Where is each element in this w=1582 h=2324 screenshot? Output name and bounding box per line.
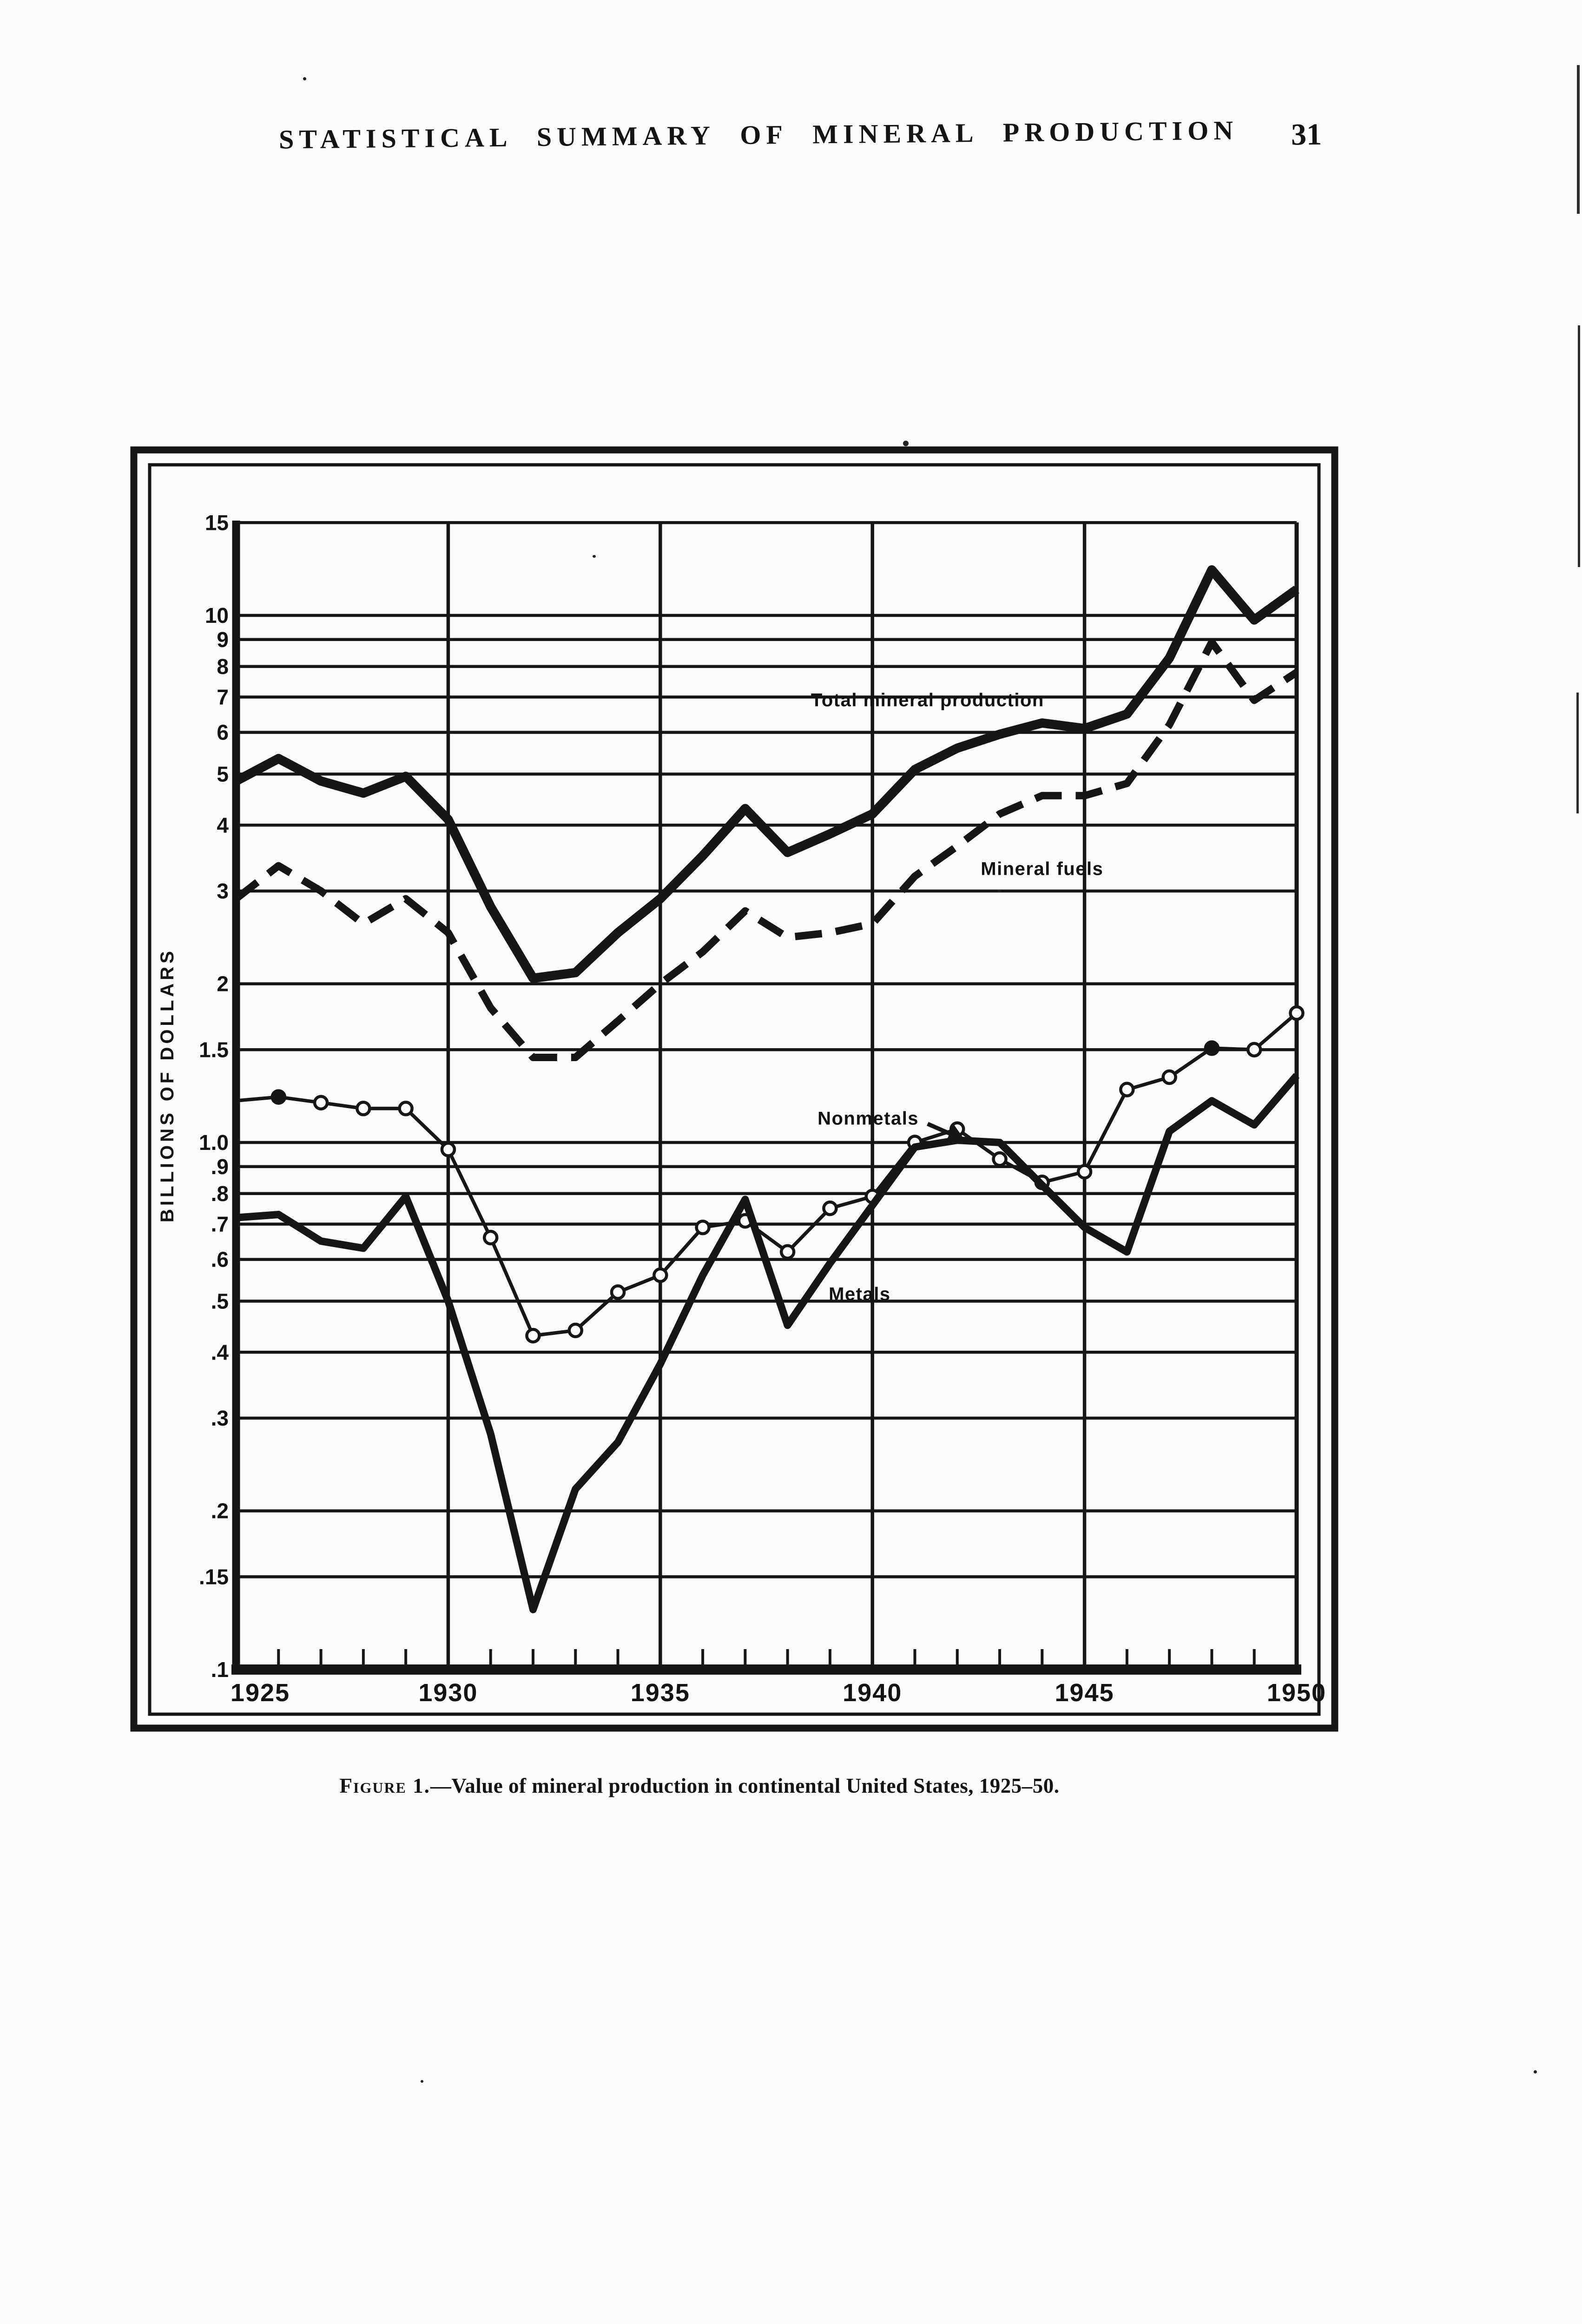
- year-tick-1942: [956, 1649, 959, 1668]
- year-tick-1941: [913, 1649, 916, 1668]
- scan-speck: [997, 890, 1001, 892]
- marker-nonmetals-1927: [313, 1095, 329, 1111]
- figure-caption-number: Figure 1.: [339, 1774, 430, 1797]
- y-tick-label: 7: [217, 685, 229, 709]
- year-tick-1926: [277, 1649, 280, 1668]
- x-tick-label: 1945: [1055, 1679, 1114, 1707]
- scan-edge-artifact: [1576, 693, 1579, 813]
- label-total-mineral-production: Total mineral production: [811, 690, 1044, 711]
- y-tick-label: 2: [217, 972, 229, 996]
- scan-speck: [1534, 2070, 1537, 2073]
- figure-caption: Figure 1.—Value of mineral production in…: [186, 1774, 1213, 1798]
- marker-nonmetals-1934: [610, 1284, 626, 1300]
- year-tick-1933: [574, 1649, 577, 1668]
- marker-nonmetals-1948: [1204, 1040, 1220, 1056]
- scan-speck: [303, 77, 306, 80]
- label-metals: Metals: [829, 1284, 891, 1305]
- marker-nonmetals-1933: [567, 1322, 583, 1339]
- series-line-nonmetals: [236, 1011, 1298, 1338]
- y-tick-label: .3: [211, 1406, 229, 1430]
- y-tick-label: 1.5: [199, 1037, 229, 1062]
- series-line-total-mineral-production: [234, 565, 1299, 983]
- marker-nonmetals-1939: [822, 1200, 838, 1216]
- year-tick-1948: [1210, 1649, 1213, 1668]
- year-tick-1932: [531, 1649, 534, 1668]
- figure-caption-text: —Value of mineral production in continen…: [430, 1774, 1060, 1797]
- nonmetals-arrow-shaft: [927, 1122, 953, 1137]
- y-tick-label: 4: [217, 813, 229, 837]
- y-tick-label: 15: [205, 510, 229, 535]
- scan-speck: [421, 2080, 423, 2083]
- y-tick-label: .6: [211, 1248, 229, 1272]
- year-tick-1927: [319, 1649, 323, 1668]
- year-tick-1949: [1252, 1649, 1256, 1668]
- year-tick-1938: [786, 1649, 789, 1668]
- y-tick-label: 6: [217, 720, 229, 745]
- year-tick-1943: [998, 1649, 1002, 1668]
- marker-nonmetals-1938: [779, 1244, 796, 1260]
- year-tick-1939: [828, 1649, 831, 1668]
- marker-nonmetals-1950: [1289, 1005, 1305, 1021]
- x-tick-label: 1930: [418, 1679, 478, 1707]
- x-tick-label: 1940: [843, 1679, 902, 1707]
- y-tick-label: 1.0: [199, 1130, 229, 1155]
- y-tick-label: .15: [199, 1565, 229, 1589]
- marker-nonmetals-1945: [1076, 1164, 1093, 1180]
- label-mineral-fuels: Mineral fuels: [981, 858, 1104, 879]
- x-tick-label: 1950: [1267, 1679, 1326, 1707]
- figure-outer-border: [130, 446, 1338, 1732]
- year-tick-1934: [616, 1649, 620, 1668]
- y-tick-label: .7: [211, 1212, 229, 1236]
- series-line-mineral-fuels: [234, 638, 1299, 1061]
- y-axis-title: BILLIONS OF DOLLARS: [157, 948, 178, 1223]
- y-tick-label: .4: [211, 1340, 229, 1364]
- marker-nonmetals-1946: [1119, 1082, 1135, 1097]
- year-tick-1946: [1125, 1649, 1128, 1668]
- scan-speck: [593, 555, 596, 558]
- y-tick-label: 5: [217, 762, 229, 786]
- x-tick-label: 1925: [231, 1679, 290, 1707]
- marker-nonmetals-1926: [270, 1089, 287, 1105]
- year-tick-1937: [744, 1649, 747, 1668]
- year-tick-1947: [1168, 1649, 1171, 1668]
- y-tick-label: .9: [211, 1155, 229, 1179]
- year-tick-1929: [404, 1649, 408, 1668]
- marker-nonmetals-1932: [525, 1327, 541, 1344]
- x-tick-label: 1935: [631, 1679, 690, 1707]
- marker-nonmetals-1929: [398, 1101, 414, 1116]
- scan-speck: [903, 441, 909, 446]
- figure-inner-border: [148, 463, 1321, 1716]
- marker-nonmetals-1935: [653, 1267, 668, 1283]
- y-tick-label: .8: [211, 1182, 229, 1206]
- series-line-metals: [236, 1073, 1300, 1613]
- label-nonmetals: Nonmetals: [817, 1108, 919, 1129]
- year-tick-1928: [362, 1649, 365, 1668]
- y-tick-label: .2: [211, 1499, 229, 1523]
- marker-nonmetals-1949: [1246, 1042, 1262, 1058]
- year-tick-1944: [1041, 1649, 1044, 1668]
- y-tick-label: 8: [217, 654, 229, 679]
- y-tick-label: 3: [217, 879, 229, 903]
- marker-nonmetals-1928: [356, 1101, 371, 1116]
- year-tick-1931: [489, 1649, 492, 1668]
- y-tick-label: 9: [217, 627, 229, 652]
- y-tick-label: 10: [205, 603, 229, 627]
- y-tick-label: .5: [211, 1289, 229, 1313]
- marker-nonmetals-1931: [482, 1229, 499, 1246]
- marker-nonmetals-1936: [695, 1219, 711, 1235]
- marker-nonmetals-1947: [1161, 1069, 1177, 1085]
- marker-nonmetals-1930: [440, 1142, 456, 1157]
- nonmetals-arrow-head: [945, 1124, 965, 1143]
- scan-edge-artifact: [1578, 325, 1580, 567]
- marker-nonmetals-1943: [992, 1151, 1008, 1167]
- y-tick-label: .1: [211, 1657, 229, 1682]
- scan-edge-artifact: [1577, 65, 1580, 214]
- year-tick-1936: [701, 1649, 705, 1668]
